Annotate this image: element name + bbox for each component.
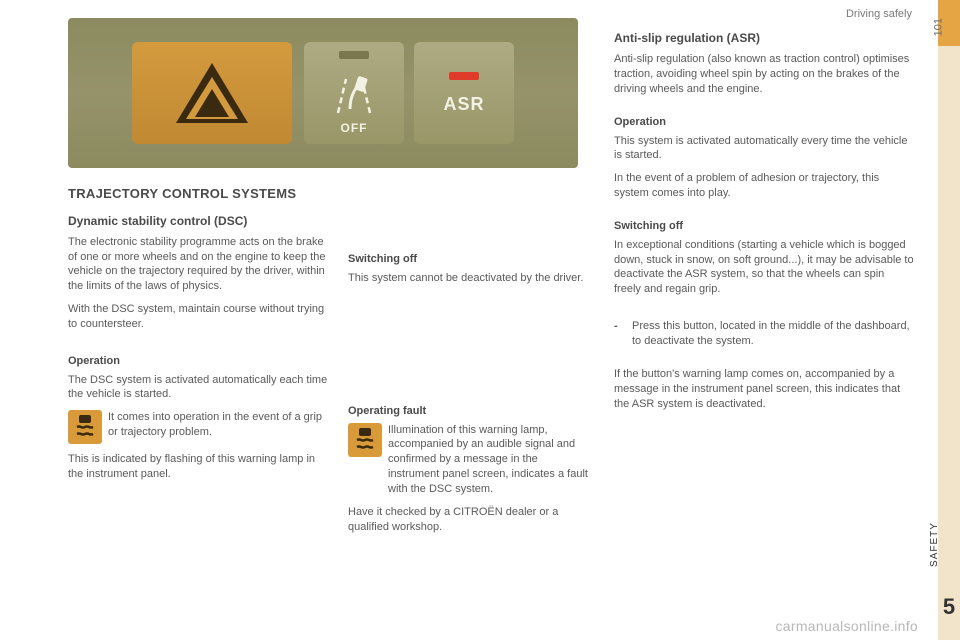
- dsc-fault-text: Illumination of this warning lamp, accom…: [388, 423, 588, 497]
- dsc-desc-1: The electronic stability programme acts …: [68, 235, 328, 294]
- dsc-desc-2: With the DSC system, maintain course wit…: [68, 302, 328, 332]
- asr-tail-text: If the button's warning lamp comes on, a…: [614, 367, 914, 412]
- dsc-tail-text: This is indicated by flashing of this wa…: [68, 452, 328, 482]
- dsc-warning-row: It comes into operation in the event of …: [68, 410, 328, 444]
- dsc-fault-heading: Operating fault: [348, 404, 588, 419]
- asr-switchoff-heading: Switching off: [614, 219, 914, 234]
- bullet-dash-icon: -: [614, 319, 632, 349]
- asr-led-icon: [449, 72, 479, 80]
- dsc-switchoff-heading: Switching off: [348, 252, 588, 267]
- dashboard-buttons-figure: OFF ASR: [68, 18, 578, 168]
- hazard-button: [132, 42, 292, 144]
- dsc-icon-text: It comes into operation in the event of …: [108, 410, 328, 440]
- asr-operation-1: This system is activated automatically e…: [614, 134, 914, 164]
- lane-departure-button: OFF: [304, 42, 404, 144]
- skid-warning-icon: [68, 410, 102, 444]
- left-column: TRAJECTORY CONTROL SYSTEMS Dynamic stabi…: [68, 185, 328, 490]
- dsc-heading: Dynamic stability control (DSC): [68, 213, 328, 229]
- dsc-fault-row: Illumination of this warning lamp, accom…: [348, 423, 588, 497]
- section-label-safety: SAFETY: [929, 522, 940, 567]
- watermark: carmanualsonline.info: [776, 618, 919, 634]
- dsc-operation-heading: Operation: [68, 354, 328, 369]
- asr-button: ASR: [414, 42, 514, 144]
- asr-operation-2: In the event of a problem of adhesion or…: [614, 171, 914, 201]
- dsc-operation-text: The DSC system is activated automaticall…: [68, 373, 328, 403]
- manual-page: 101 SAFETY 5 Driving safely OFF: [0, 0, 960, 640]
- skid-fault-icon: [348, 423, 382, 457]
- page-category: Driving safely: [846, 8, 912, 20]
- dsc-fault-text-2: Have it checked by a CITROËN dealer or a…: [348, 505, 588, 535]
- asr-bullet-row: - Press this button, located in the midd…: [614, 319, 914, 349]
- page-number: 101: [932, 18, 944, 36]
- section-title: TRAJECTORY CONTROL SYSTEMS: [68, 185, 328, 203]
- right-column: Anti-slip regulation (ASR) Anti-slip reg…: [614, 30, 914, 419]
- hazard-triangle-icon: [176, 63, 248, 123]
- asr-bullet-text: Press this button, located in the middle…: [632, 319, 914, 349]
- middle-column: Switching off This system cannot be deac…: [348, 252, 588, 542]
- asr-heading: Anti-slip regulation (ASR): [614, 30, 914, 46]
- side-panel: [938, 46, 960, 640]
- lane-led-icon: [339, 51, 369, 59]
- lane-off-icon: [332, 73, 376, 117]
- asr-label: ASR: [443, 94, 484, 115]
- asr-desc: Anti-slip regulation (also known as trac…: [614, 52, 914, 97]
- asr-operation-heading: Operation: [614, 115, 914, 130]
- chapter-number: 5: [940, 594, 958, 620]
- dsc-switchoff-text: This system cannot be deactivated by the…: [348, 271, 588, 286]
- asr-switchoff-text: In exceptional conditions (starting a ve…: [614, 238, 914, 297]
- lane-off-label: OFF: [341, 121, 368, 135]
